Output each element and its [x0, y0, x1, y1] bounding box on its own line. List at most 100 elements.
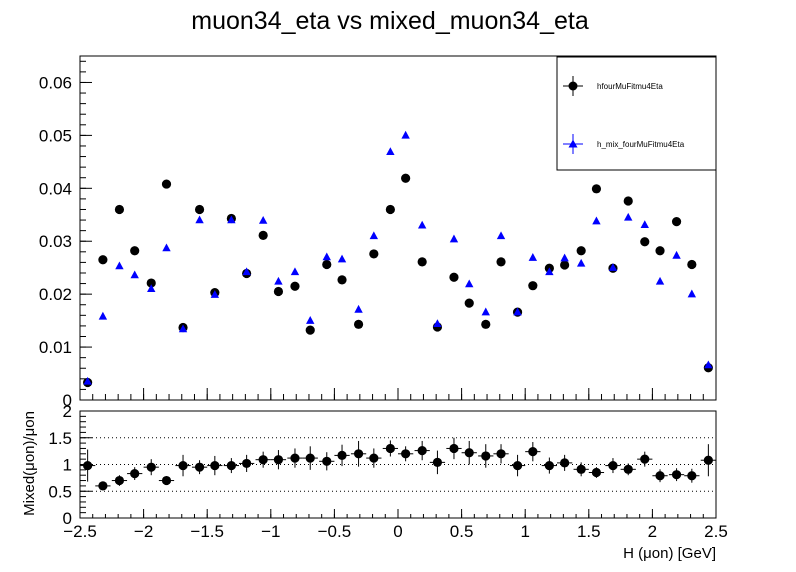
legend-label-0: hfourMuFitmu4Eta: [597, 82, 663, 91]
legend-marker-circle: [568, 81, 578, 91]
ratio-data-point: [560, 458, 570, 468]
data-point-circle: [194, 204, 205, 215]
ratio-y-tick-label: 0: [63, 509, 72, 528]
ratio-data-point: [305, 453, 315, 463]
data-point-triangle: [242, 267, 251, 276]
ratio-data-point: [258, 455, 268, 465]
data-point-triangle: [449, 234, 459, 243]
ratio-y-tick-label: 1.5: [48, 429, 72, 448]
data-point-circle: [560, 260, 570, 270]
data-point-circle: [98, 255, 108, 265]
top-y-tick-label: 0.04: [39, 179, 72, 198]
data-point-circle: [640, 237, 650, 247]
data-point-triangle: [274, 276, 283, 285]
data-point-triangle: [258, 215, 268, 224]
y-axis-title: Mixed(μon)/μon: [21, 411, 38, 516]
data-point-triangle: [592, 216, 601, 225]
data-point-circle: [576, 246, 586, 256]
ratio-data-point: [369, 453, 379, 463]
data-point-circle: [623, 196, 633, 206]
ratio-data-point: [417, 445, 427, 456]
ratio-data-point: [385, 443, 395, 454]
top-panel: 0 0.01 0.02 0.03 0.04 0.05 0.06: [39, 55, 717, 410]
data-point-triangle: [354, 304, 363, 313]
data-point-circle: [337, 275, 347, 285]
x-axis-title: H (μon) [GeV]: [623, 545, 716, 562]
ratio-data-point: [161, 475, 172, 486]
top-y-tick-label: 0.06: [39, 73, 72, 92]
ratio-data-point: [273, 455, 284, 465]
data-point-triangle: [513, 307, 522, 316]
data-point-triangle: [401, 130, 410, 139]
data-point-triangle: [545, 267, 554, 276]
ratio-data-point: [210, 460, 220, 471]
data-point-circle: [417, 257, 427, 267]
ratio-data-point: [528, 447, 538, 457]
ratio-data-point: [194, 462, 205, 472]
ratio-data-point: [290, 453, 300, 463]
ratio-data-point: [449, 443, 459, 454]
data-point-circle: [591, 184, 602, 194]
ratio-data-point: [242, 458, 252, 469]
ratio-panel: 0 0.5 1 1.5 2 −2.5 −2 −1.5 −1 −0.5 0 0.5 1 1.5 2 2.5: [48, 402, 727, 541]
data-point-circle: [528, 281, 538, 291]
ratio-data-series: [80, 437, 716, 491]
data-point-triangle: [386, 147, 395, 155]
data-point-triangle: [98, 311, 108, 320]
ratio-x-tick-label: 1: [520, 522, 529, 541]
ratio-data-point: [687, 471, 697, 481]
ratio-data-point: [623, 464, 633, 474]
legend-marker-triangle: [568, 139, 578, 148]
ratio-x-tick-label: 0: [393, 522, 402, 541]
data-point-triangle: [672, 250, 681, 259]
data-point-circle: [481, 319, 491, 329]
data-point-triangle: [576, 258, 586, 267]
ratio-y-tick-label: 1: [63, 456, 72, 475]
data-point-circle: [258, 230, 268, 241]
ratio-data-point: [591, 467, 602, 478]
ratio-x-tick-label: −0.5: [318, 522, 352, 541]
data-point-triangle: [227, 215, 236, 224]
data-point-circle: [114, 204, 125, 215]
data-point-circle: [385, 204, 395, 215]
ratio-x-tick-label: 2: [648, 522, 657, 541]
top-y-axis: 0 0.01 0.02 0.03 0.04 0.05 0.06: [39, 60, 92, 410]
data-point-triangle: [465, 279, 474, 288]
data-point-triangle: [195, 215, 204, 224]
legend: hfourMuFitmu4Eta h_mix_fourMuFitmu4Eta: [556, 56, 717, 171]
data-point-triangle: [115, 261, 124, 270]
data-point-triangle: [528, 253, 538, 261]
data-point-triangle: [290, 267, 300, 276]
ratio-data-point: [322, 456, 332, 466]
ratio-data-point: [608, 460, 618, 471]
ratio-x-tick-label: 0.5: [450, 522, 474, 541]
top-y-tick-label: 0: [63, 391, 72, 410]
ratio-data-point: [671, 470, 682, 480]
data-point-triangle: [178, 324, 188, 333]
data-point-triangle: [704, 360, 713, 369]
data-point-triangle: [481, 307, 490, 316]
ratio-data-point: [576, 464, 586, 474]
ratio-data-point: [496, 449, 506, 459]
top-y-tick-label: 0.05: [39, 126, 72, 145]
ratio-x-tick-label: −1: [261, 522, 280, 541]
legend-box: [556, 56, 717, 171]
data-point-triangle: [640, 220, 649, 229]
data-point-triangle: [306, 316, 315, 324]
data-point-circle: [655, 246, 665, 256]
data-point-circle: [687, 259, 697, 270]
ratio-x-tick-label: −2.5: [63, 522, 97, 541]
ratio-y-tick-label: 0.5: [48, 482, 72, 501]
data-point-triangle: [560, 253, 569, 262]
data-point-triangle: [433, 319, 442, 327]
ratio-x-tick-label: −1.5: [190, 522, 224, 541]
ratio-data-point: [544, 460, 554, 471]
data-point-circle: [161, 179, 172, 189]
ratio-x-axis: −2.5 −2 −1.5 −1 −0.5 0 0.5 1 1.5 2 2.5: [63, 509, 728, 541]
data-point-triangle: [83, 376, 92, 385]
ratio-data-point: [114, 475, 125, 486]
ratio-data-point: [98, 481, 108, 491]
data-point-circle: [322, 259, 332, 270]
data-point-circle: [130, 246, 140, 256]
data-point-triangle: [147, 284, 156, 293]
